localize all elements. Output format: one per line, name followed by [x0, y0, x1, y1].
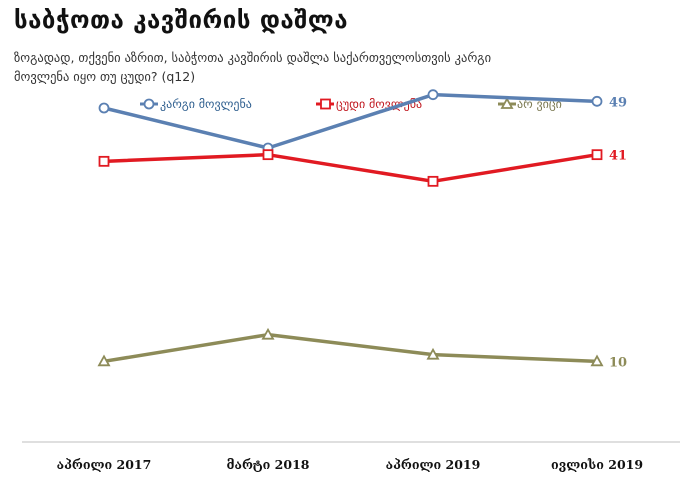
point-circle-icon	[98, 102, 110, 114]
legend-marker-triangle-icon	[500, 97, 514, 109]
series-line-2	[103, 332, 598, 364]
subtitle-line-1: ზოგადად, თქვენი აზრით, საბჭოთა კავშირის …	[14, 50, 492, 65]
series-line-0	[103, 92, 598, 150]
point-circle-icon	[591, 95, 603, 107]
legend-marker-circle-icon	[143, 98, 155, 110]
point-triangle-icon	[426, 347, 440, 360]
point-triangle-icon	[97, 354, 111, 367]
series-2: 10	[97, 327, 627, 370]
series-1: 41	[98, 149, 627, 187]
chart-subtitle: ზოგადად, თქვენი აზრით, საბჭოთა კავშირის …	[14, 48, 574, 86]
series-end-label-0: 49	[609, 95, 627, 110]
point-square-icon	[427, 175, 439, 187]
x-tick-label-0: აპრილი 2017	[57, 457, 152, 472]
series-line-1	[103, 152, 598, 184]
x-tick-label-2: აპრილი 2019	[386, 457, 481, 472]
legend-label-1: ცუდი მოვლენა	[336, 97, 422, 111]
legend-item-0: კარგი მოვლენა	[140, 97, 252, 111]
series-layer: 49 41 10	[97, 89, 627, 370]
point-square-icon	[98, 155, 110, 167]
point-triangle-icon	[590, 354, 604, 367]
legend: კარგი მოვლენა ცუდი მოვლენა არ ვიცი	[140, 97, 562, 111]
point-square-icon	[262, 149, 274, 161]
x-tick-label-3: ივლისი 2019	[551, 457, 643, 472]
legend-marker-square-icon	[320, 98, 331, 110]
legend-label-0: კარგი მოვლენა	[160, 97, 252, 111]
x-tick-labels: აპრილი 2017 მარტი 2018 აპრილი 2019 ივლისი 2…	[57, 457, 643, 472]
legend-item-1: ცუდი მოვლენა	[316, 97, 422, 111]
point-square-icon	[591, 149, 603, 161]
series-end-label-1: 41	[609, 149, 627, 164]
chart-title: საბჭოთა კავშირის დაშლა	[14, 6, 348, 34]
point-circle-icon	[427, 89, 439, 101]
point-triangle-icon	[261, 327, 275, 340]
x-tick-label-1: მარტი 2018	[227, 457, 310, 472]
subtitle-line-2: მოვლენა იყო თუ ცუდი? (q12)	[14, 69, 196, 84]
series-end-label-2: 10	[609, 355, 627, 370]
